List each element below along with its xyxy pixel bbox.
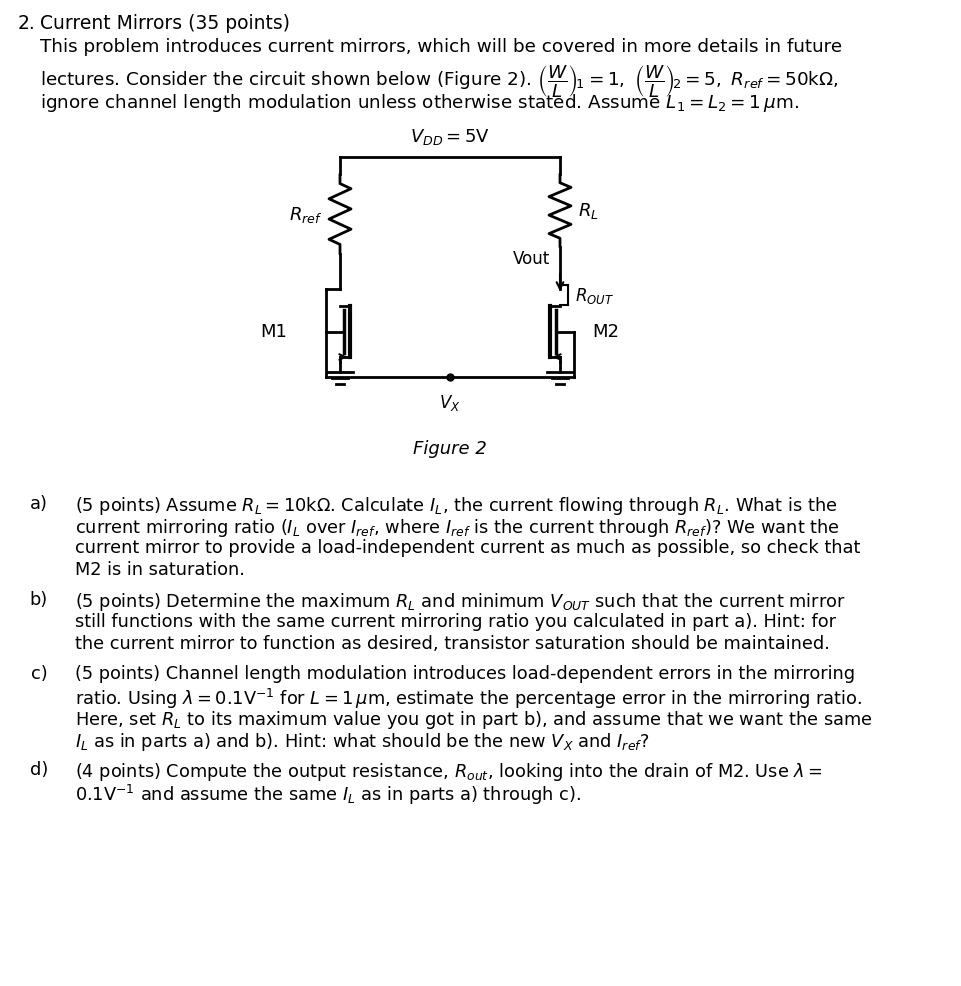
Text: b): b) [30, 591, 48, 608]
Text: M1: M1 [259, 323, 286, 341]
Text: current mirror to provide a load-independent current as much as possible, so che: current mirror to provide a load-indepen… [75, 538, 859, 556]
Text: the current mirror to function as desired, transistor saturation should be maint: the current mirror to function as desire… [75, 634, 829, 653]
Text: (5 points) Assume $R_L = 10\mathrm{k}\Omega$. Calculate $I_L$, the current flowi: (5 points) Assume $R_L = 10\mathrm{k}\Om… [75, 495, 836, 517]
Text: $R_L$: $R_L$ [578, 201, 598, 221]
Text: ratio. Using $\lambda= 0.1\mathrm{V}^{-1}$ for $L=1\,\mu$m, estimate the percent: ratio. Using $\lambda= 0.1\mathrm{V}^{-1… [75, 686, 861, 710]
Text: $R_{ref}$: $R_{ref}$ [288, 205, 322, 225]
Text: M2 is in saturation.: M2 is in saturation. [75, 560, 245, 579]
Text: (5 points) Determine the maximum $R_L$ and minimum $V_{OUT}$ such that the curre: (5 points) Determine the maximum $R_L$ a… [75, 591, 845, 612]
Text: Here, set $R_L$ to its maximum value you got in part b), and assume that we want: Here, set $R_L$ to its maximum value you… [75, 708, 872, 731]
Text: Vout: Vout [512, 249, 550, 268]
Text: $0.1\mathrm{V}^{-1}$ and assume the same $I_L$ as in parts a) through c).: $0.1\mathrm{V}^{-1}$ and assume the same… [75, 782, 580, 807]
Text: Figure 2: Figure 2 [412, 440, 486, 458]
Text: lectures. Consider the circuit shown below (Figure 2). $\left(\dfrac{W}{L}\right: lectures. Consider the circuit shown bel… [40, 63, 838, 99]
Text: $R_{OUT}$: $R_{OUT}$ [575, 286, 613, 306]
Text: $I_L$ as in parts a) and b). Hint: what should be the new $V_X$ and $I_{ref}$?: $I_L$ as in parts a) and b). Hint: what … [75, 731, 649, 752]
Text: $V_{DD} = 5\mathrm{V}$: $V_{DD} = 5\mathrm{V}$ [409, 127, 489, 147]
Text: M2: M2 [591, 323, 618, 341]
Text: still functions with the same current mirroring ratio you calculated in part a).: still functions with the same current mi… [75, 612, 835, 630]
Text: (4 points) Compute the output resistance, $R_{out}$, looking into the drain of M: (4 points) Compute the output resistance… [75, 760, 822, 782]
Text: d): d) [30, 760, 48, 778]
Text: current mirroring ratio ($I_L$ over $I_{ref}$, where $I_{ref}$ is the current th: current mirroring ratio ($I_L$ over $I_{… [75, 517, 839, 538]
Text: a): a) [30, 495, 48, 513]
Text: $V_X$: $V_X$ [439, 392, 460, 412]
Text: Current Mirrors (35 points): Current Mirrors (35 points) [40, 14, 289, 33]
Text: c): c) [31, 665, 48, 682]
Text: (5 points) Channel length modulation introduces load-dependent errors in the mir: (5 points) Channel length modulation int… [75, 665, 854, 682]
Text: ignore channel length modulation unless otherwise stated. Assume $L_1 = L_2 = 1\: ignore channel length modulation unless … [40, 92, 799, 114]
Text: This problem introduces current mirrors, which will be covered in more details i: This problem introduces current mirrors,… [40, 38, 841, 56]
Text: 2.: 2. [18, 14, 36, 33]
